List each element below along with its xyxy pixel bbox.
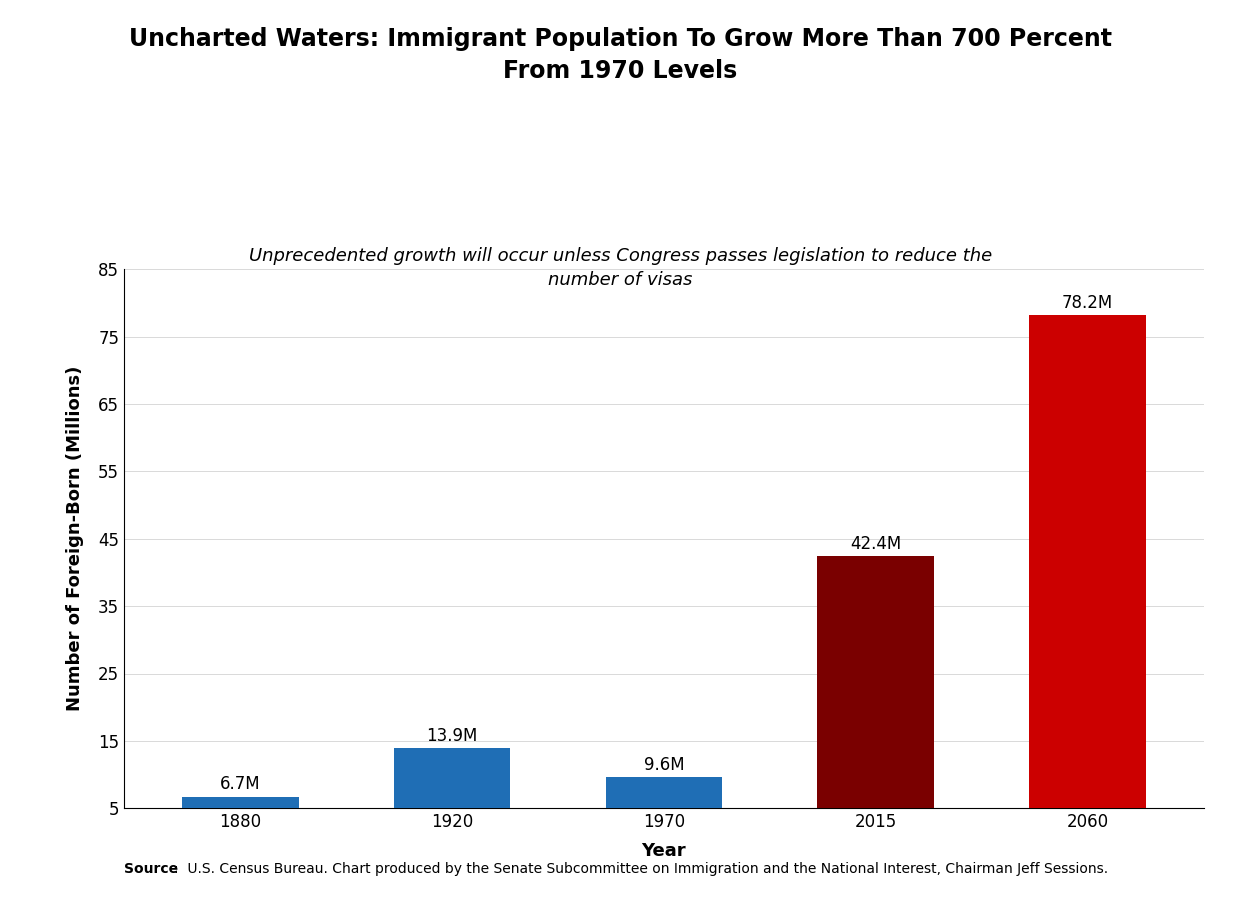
Text: Source: Source — [124, 861, 179, 876]
X-axis label: Year: Year — [642, 842, 686, 860]
Text: 9.6M: 9.6M — [644, 756, 684, 774]
Bar — [606, 777, 722, 842]
Bar — [818, 557, 934, 842]
Text: 42.4M: 42.4M — [850, 535, 901, 553]
Bar — [395, 748, 510, 842]
Text: Unprecedented growth will occur unless Congress passes legislation to reduce the: Unprecedented growth will occur unless C… — [249, 247, 992, 288]
Bar — [182, 797, 299, 842]
Text: :  U.S. Census Bureau. Chart produced by the Senate Subcommittee on Immigration : : U.S. Census Bureau. Chart produced by … — [174, 861, 1108, 876]
Bar — [1029, 315, 1145, 842]
Text: 78.2M: 78.2M — [1062, 294, 1113, 312]
Y-axis label: Number of Foreign-Born (Millions): Number of Foreign-Born (Millions) — [66, 366, 84, 711]
Text: Uncharted Waters: Immigrant Population To Grow More Than 700 Percent
From 1970 L: Uncharted Waters: Immigrant Population T… — [129, 27, 1112, 83]
Text: 13.9M: 13.9M — [427, 726, 478, 745]
Text: 6.7M: 6.7M — [220, 775, 261, 794]
